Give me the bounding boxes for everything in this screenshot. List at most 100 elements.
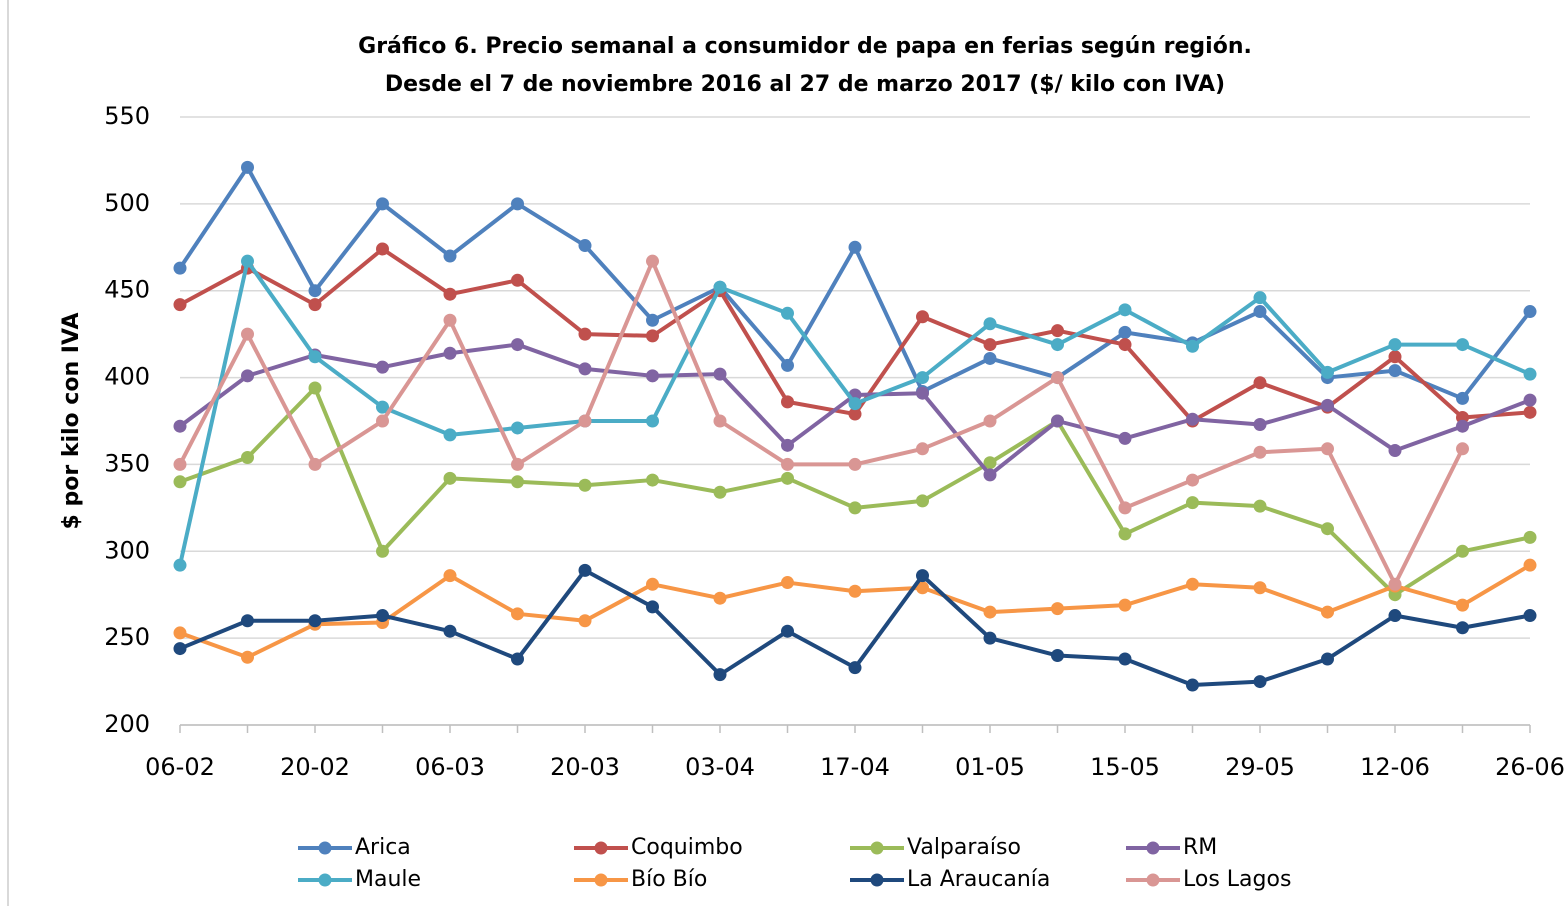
data-point	[1388, 577, 1402, 591]
data-point	[848, 661, 862, 675]
data-point	[173, 298, 187, 312]
data-point	[1523, 609, 1537, 623]
data-point	[983, 605, 997, 619]
data-point	[848, 240, 862, 254]
data-point	[781, 358, 794, 372]
data-point	[646, 313, 659, 327]
legend-label: La Araucanía	[907, 867, 1050, 892]
data-point	[781, 576, 794, 590]
data-point	[1388, 350, 1402, 364]
data-point	[1321, 605, 1334, 619]
data-point	[578, 414, 592, 428]
data-point	[1388, 338, 1402, 352]
data-point	[578, 239, 592, 253]
data-point	[1523, 405, 1537, 419]
data-point	[308, 457, 322, 471]
data-point	[173, 457, 187, 471]
data-point	[308, 381, 322, 395]
data-point	[1051, 602, 1064, 616]
data-point	[443, 569, 457, 583]
data-point	[1253, 675, 1267, 689]
data-point	[983, 338, 997, 352]
legend-label: Maule	[355, 867, 421, 892]
data-point	[1456, 391, 1469, 405]
data-point	[308, 614, 322, 628]
data-point	[376, 414, 389, 428]
data-point	[1388, 609, 1402, 623]
legend-marker	[870, 841, 884, 855]
data-point	[1186, 412, 1199, 426]
data-point	[781, 438, 794, 452]
y-tick-label: 250	[104, 623, 150, 651]
data-point	[1051, 371, 1064, 385]
data-point	[241, 327, 254, 341]
data-point	[443, 249, 457, 263]
x-tick-label: 06-02	[145, 753, 215, 781]
data-point	[983, 631, 997, 645]
data-point	[916, 386, 929, 400]
data-point	[1321, 398, 1334, 412]
data-point	[443, 346, 457, 360]
data-point	[1456, 598, 1469, 612]
data-point	[173, 419, 187, 433]
data-point	[713, 414, 727, 428]
y-tick-label: 400	[104, 363, 150, 391]
data-point	[1456, 419, 1469, 433]
data-point	[1523, 305, 1537, 319]
series-line	[178, 259, 1465, 587]
legend-label: Valparaíso	[907, 835, 1021, 860]
legend-label: RM	[1183, 835, 1217, 860]
data-point	[848, 584, 862, 598]
data-point	[1186, 473, 1199, 487]
data-point	[173, 261, 187, 275]
data-point	[1118, 652, 1132, 666]
data-point	[713, 367, 727, 381]
data-point	[511, 457, 524, 471]
data-point	[578, 614, 592, 628]
legend-label: Bío Bío	[631, 867, 707, 892]
data-point	[1051, 338, 1064, 352]
data-point	[848, 457, 862, 471]
data-point	[1253, 376, 1267, 390]
data-point	[1118, 325, 1132, 339]
data-point	[848, 407, 862, 421]
data-point	[511, 197, 524, 211]
legend-marker	[594, 873, 608, 887]
y-tick-label: 300	[104, 536, 150, 564]
data-point	[1321, 442, 1334, 456]
data-point	[1186, 577, 1199, 591]
data-point	[983, 414, 997, 428]
data-point	[1456, 544, 1469, 558]
data-point	[511, 273, 524, 287]
data-point	[578, 362, 592, 376]
data-point	[916, 310, 929, 324]
data-point	[1051, 414, 1064, 428]
data-point	[983, 456, 997, 470]
y-tick-label: 200	[104, 710, 150, 738]
data-point	[511, 475, 524, 489]
data-point	[1253, 445, 1267, 459]
data-point	[983, 351, 997, 365]
data-point	[1118, 501, 1132, 515]
data-point	[376, 609, 389, 623]
y-tick-label: 350	[104, 449, 150, 477]
data-point	[1051, 324, 1064, 338]
data-point	[443, 624, 457, 638]
legend-marker	[594, 841, 608, 855]
data-point	[916, 569, 929, 583]
data-point	[241, 254, 254, 268]
data-point	[173, 558, 187, 572]
data-point	[1186, 339, 1199, 353]
data-point	[1118, 338, 1132, 352]
data-point	[376, 544, 389, 558]
data-point	[376, 400, 389, 414]
data-point	[713, 668, 727, 682]
data-point	[781, 457, 794, 471]
data-point	[511, 338, 524, 352]
data-point	[983, 317, 997, 331]
data-point	[308, 284, 322, 298]
data-point	[646, 577, 659, 591]
data-point	[1186, 496, 1199, 510]
data-point	[646, 414, 659, 428]
